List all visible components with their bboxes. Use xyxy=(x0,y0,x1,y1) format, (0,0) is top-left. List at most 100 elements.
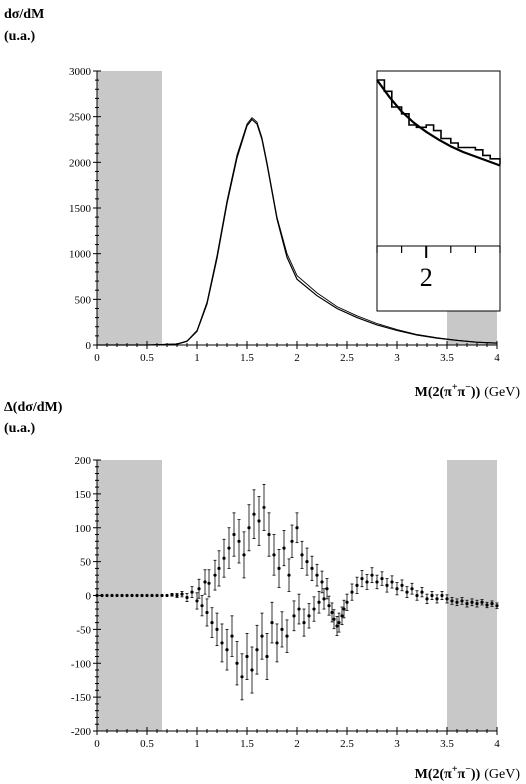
bottom-data-point xyxy=(317,600,321,604)
bottom-data-point xyxy=(355,583,359,587)
bottom-data-point xyxy=(150,593,154,598)
bottom-data-point xyxy=(282,546,286,550)
bottom-data-point xyxy=(105,593,109,598)
bottom-y-tick-label-5: 50 xyxy=(80,557,92,569)
top-x-tick-label-8: 4 xyxy=(494,352,500,364)
bottom-data-point xyxy=(375,580,379,584)
bottom-x-tick-label-6: 3 xyxy=(394,738,400,750)
bottom-data-point xyxy=(210,621,214,625)
bottom-data-point xyxy=(277,566,281,571)
bottom-x-tick-label-4: 2 xyxy=(294,738,300,750)
top-y-tick-label-3: 1500 xyxy=(69,203,92,215)
bottom-data-point xyxy=(360,576,364,581)
inset-x-tick-label: 2 xyxy=(420,263,433,292)
bottom-data-point xyxy=(300,553,304,557)
bottom-data-point xyxy=(262,505,266,510)
bottom-data-point xyxy=(197,587,201,591)
bottom-data-point xyxy=(295,526,299,530)
bottom-data-point xyxy=(420,590,424,594)
top-y-tick-label-2: 1000 xyxy=(69,249,92,261)
bottom-data-point xyxy=(227,546,231,550)
bottom-data-point xyxy=(345,600,349,604)
bottom-x-tick-label-0: 0 xyxy=(94,738,100,750)
top-x-tick-label-2: 1 xyxy=(194,352,200,364)
bottom-data-point xyxy=(272,553,276,557)
inset-frame xyxy=(376,70,501,312)
bottom-data-point xyxy=(232,532,236,537)
top-ylabel-line1: dσ/dM xyxy=(4,7,44,22)
bottom-x-tick-label-8: 4 xyxy=(494,738,500,750)
bottom-data-point xyxy=(415,593,419,598)
bottom-y-tick-label-6: 100 xyxy=(75,523,92,535)
bottom-x-tick-label-2: 1 xyxy=(194,738,200,750)
bottom-data-point xyxy=(342,607,346,611)
bottom-data-point xyxy=(485,603,489,607)
bottom-data-point xyxy=(265,654,269,659)
bottom-y-tick-label-8: 200 xyxy=(75,455,92,467)
bottom-data-point xyxy=(190,590,194,594)
bottom-data-point xyxy=(220,641,224,645)
bottom-data-point xyxy=(200,604,204,608)
bottom-data-point xyxy=(280,627,284,631)
bottom-ylabel-line2: (u.a.) xyxy=(4,421,35,436)
bottom-data-point xyxy=(205,610,209,615)
top-chart: 0 0.5 1 1.5 2 2.5 3 3.5 4 0 500 1000 1500 2000 2500 300… xyxy=(69,66,501,364)
bottom-xlabel: M(2(π+π−)) (GeV) xyxy=(415,764,521,782)
bottom-data-point xyxy=(207,581,211,585)
bottom-data-point xyxy=(260,634,264,638)
inset-series-line-1 xyxy=(377,79,501,165)
bottom-data-point xyxy=(155,593,159,598)
top-x-tick-label-6: 3 xyxy=(394,352,400,364)
bottom-data-point xyxy=(440,593,444,598)
bottom-data-point xyxy=(480,600,484,604)
bottom-data-point xyxy=(310,566,314,571)
bottom-data-point xyxy=(325,587,329,591)
bottom-data-point xyxy=(400,583,404,587)
bottom-data-point xyxy=(307,614,311,618)
bottom-data-point xyxy=(465,602,469,606)
bottom-data-point xyxy=(130,593,134,598)
bottom-y-tick-label-0: -200 xyxy=(71,726,92,738)
top-y-tick-label-4: 2000 xyxy=(69,157,92,169)
bottom-data-point xyxy=(225,648,229,652)
bottom-data-point xyxy=(120,593,124,598)
bottom-data-point xyxy=(450,599,454,603)
bottom-data-point xyxy=(370,573,374,577)
bottom-chart: 0 0.5 1 1.5 2 2.5 3 3.5 4 -200 -150 -100 -50 0 50 100 15… xyxy=(71,455,500,750)
bottom-data-point xyxy=(100,593,104,598)
bottom-data-point xyxy=(222,556,226,560)
top-x-tick-label-3: 1.5 xyxy=(240,352,254,364)
bottom-data-point xyxy=(405,590,409,594)
bottom-x-tick-label-1: 0.5 xyxy=(140,738,154,750)
top-x-tick-label-7: 3.5 xyxy=(440,352,454,364)
bottom-data-point xyxy=(455,600,459,604)
bottom-data-point xyxy=(305,560,309,564)
bottom-data-point xyxy=(435,597,439,601)
top-shaded-region-0 xyxy=(97,71,162,345)
top-x-tick-label-1: 0.5 xyxy=(140,352,154,364)
top-ylabel-line2: (u.a.) xyxy=(4,29,35,44)
bottom-data-point xyxy=(475,602,479,606)
bottom-data-point xyxy=(235,661,239,665)
bottom-data-point xyxy=(425,597,429,601)
bottom-data-point xyxy=(240,675,244,679)
bottom-data-point xyxy=(340,614,344,618)
bottom-data-point xyxy=(275,641,279,645)
top-x-tick-label-4: 2 xyxy=(294,352,300,364)
bottom-data-point xyxy=(195,599,199,603)
bottom-data-point xyxy=(185,595,189,600)
bottom-x-tick-label-3: 1.5 xyxy=(240,738,254,750)
bottom-data-point xyxy=(95,593,99,598)
bottom-data-point xyxy=(315,573,319,577)
bottom-data-point xyxy=(302,621,306,625)
bottom-data-point xyxy=(170,593,174,597)
bottom-data-point xyxy=(490,602,494,606)
bottom-data-point xyxy=(292,614,296,618)
bottom-shaded-region-1 xyxy=(447,460,497,731)
bottom-data-point xyxy=(165,593,169,598)
bottom-data-point xyxy=(115,593,119,598)
bottom-data-point xyxy=(495,604,499,608)
bottom-data-point xyxy=(290,539,294,543)
bottom-data-point xyxy=(245,654,249,659)
bottom-data-point xyxy=(110,593,114,598)
